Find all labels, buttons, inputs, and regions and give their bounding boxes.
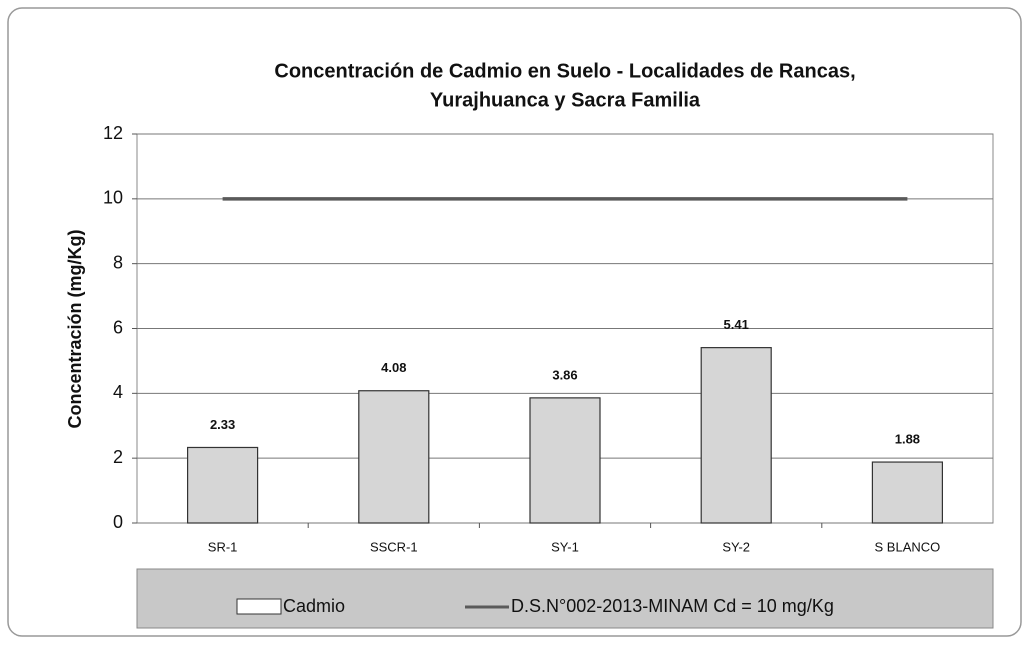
y-tick-label: 2 [113,447,123,467]
x-tick-label: S BLANCO [875,539,941,554]
legend-label: Cadmio [283,596,345,616]
data-label: 4.08 [381,360,406,375]
x-tick-label: SY-1 [551,539,579,554]
y-axis-label: Concentración (mg/Kg) [65,229,85,428]
bar [187,446,259,524]
bar [358,390,430,524]
y-tick-label: 4 [113,382,123,402]
x-tick-label: SY-2 [722,539,750,554]
y-tick-label: 8 [113,252,123,272]
chart-title: Yurajhuanca y Sacra Familia [430,89,701,111]
data-label: 5.41 [724,317,749,332]
y-tick-label: 10 [103,188,123,208]
y-tick-label: 12 [103,123,123,143]
legend-label: D.S.N°002-2013-MINAM Cd = 10 mg/Kg [511,596,834,616]
x-tick-label: SR-1 [208,539,238,554]
legend-swatch [236,598,282,615]
data-label: 1.88 [895,431,920,446]
y-tick-label: 6 [113,317,123,337]
bar [871,461,944,524]
bar [700,347,772,524]
chart-title: Concentración de Cadmio en Suelo - Local… [274,60,855,82]
x-tick-label: SSCR-1 [370,539,418,554]
bar [529,397,601,524]
y-tick-label: 0 [113,512,123,532]
data-label: 2.33 [210,417,235,432]
data-label: 3.86 [552,367,577,382]
